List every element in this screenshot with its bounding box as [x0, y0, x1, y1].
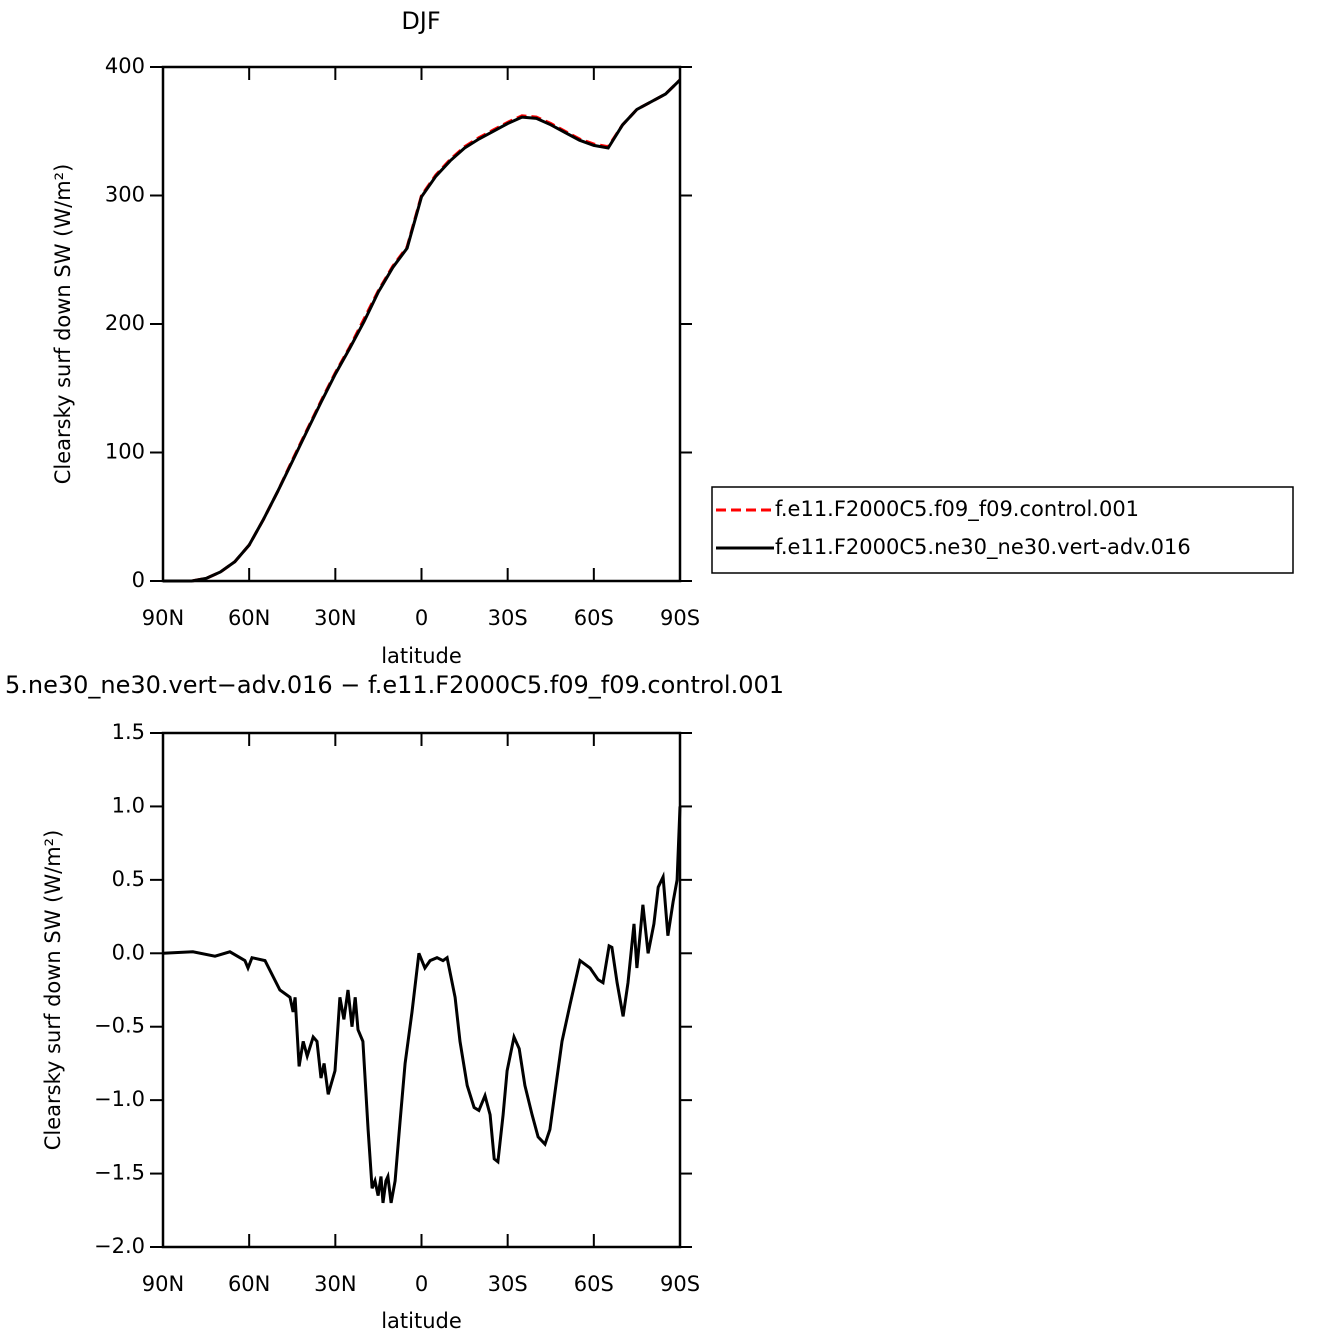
plot-frame: [161, 731, 682, 1249]
y-tick-label: 300: [105, 183, 145, 207]
x-tick-label: 60S: [574, 1272, 614, 1296]
y-axis-label: Clearsky surf down SW (W/m²): [51, 164, 75, 485]
y-tick-label: 400: [105, 54, 145, 78]
y-tick-label: −0.5: [94, 1014, 145, 1038]
x-axis-label: latitude: [381, 644, 462, 668]
x-tick-label: 30S: [488, 606, 528, 630]
y-tick-label: 0.0: [112, 940, 145, 964]
x-tick-label: 90S: [660, 1272, 700, 1296]
plot-frame: [161, 65, 682, 583]
data-line: [163, 78, 682, 583]
x-tick-label: 0: [415, 606, 428, 630]
chart-title: 5.ne30_ne30.vert−adv.016 − f.e11.F2000C5…: [5, 671, 784, 699]
x-tick-label: 90N: [142, 1272, 184, 1296]
x-axis-label: latitude: [381, 1309, 462, 1333]
x-tick-label: 60S: [574, 606, 614, 630]
y-tick-label: 100: [105, 440, 145, 464]
x-tick-label: 30N: [314, 606, 356, 630]
legend-box: [711, 486, 1294, 574]
x-tick-label: 90N: [142, 606, 184, 630]
y-tick-label: −1.0: [94, 1087, 145, 1111]
x-tick-label: 60N: [228, 606, 270, 630]
y-tick-label: 0: [132, 568, 145, 592]
y-tick-label: 0.5: [112, 867, 145, 891]
chart-title: DJF: [401, 7, 440, 35]
y-tick-label: −1.5: [94, 1161, 145, 1185]
x-tick-label: 0: [415, 1272, 428, 1296]
x-tick-label: 30N: [314, 1272, 356, 1296]
y-tick-label: 1.5: [112, 720, 145, 744]
x-tick-label: 60N: [228, 1272, 270, 1296]
x-tick-label: 30S: [488, 1272, 528, 1296]
legend-label: f.e11.F2000C5.ne30_ne30.vert-adv.016: [775, 535, 1191, 560]
legend-label: f.e11.F2000C5.f09_f09.control.001: [775, 497, 1139, 522]
x-tick-label: 90S: [660, 606, 700, 630]
y-axis-label: Clearsky surf down SW (W/m²): [41, 830, 65, 1151]
y-tick-label: −2.0: [94, 1234, 145, 1258]
y-tick-label: 200: [105, 311, 145, 335]
data-line: [162, 806, 682, 1204]
data-line: [163, 78, 682, 583]
y-tick-label: 1.0: [112, 793, 145, 817]
